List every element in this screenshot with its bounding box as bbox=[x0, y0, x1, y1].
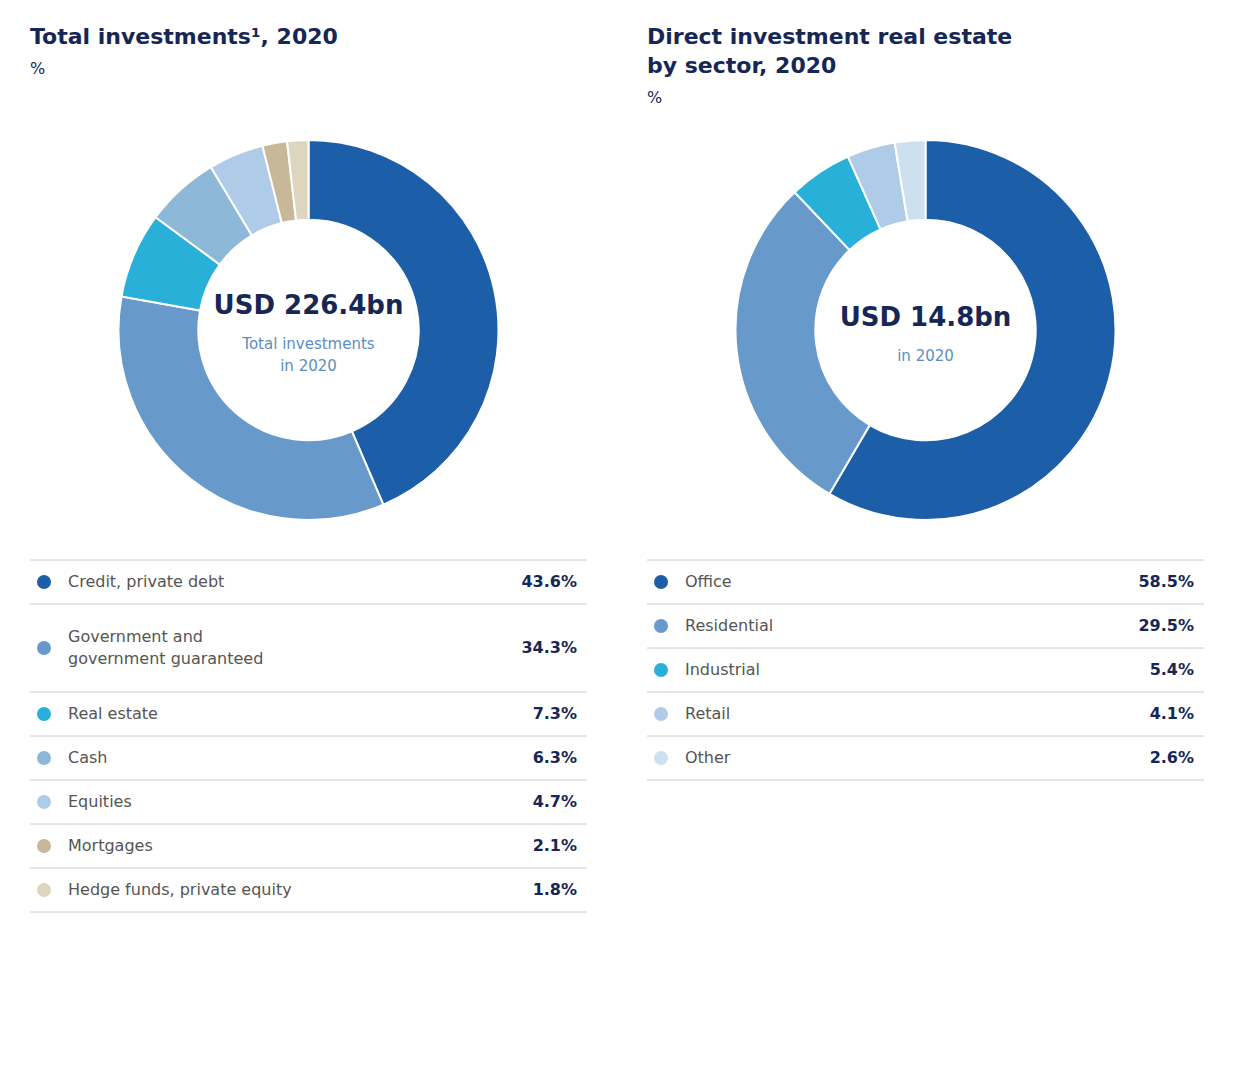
legend-swatch bbox=[654, 619, 668, 633]
legend-label: Residential bbox=[685, 616, 773, 635]
separator bbox=[647, 736, 1204, 737]
donut bbox=[118, 140, 498, 520]
legend-swatch bbox=[654, 663, 668, 677]
separator bbox=[30, 736, 587, 737]
legend-label: Credit, private debt bbox=[68, 572, 224, 591]
legend-value: 1.8% bbox=[533, 880, 577, 899]
legend-label: Cash bbox=[68, 748, 107, 767]
legend-swatch bbox=[654, 707, 668, 721]
legend-label: Office bbox=[685, 572, 732, 591]
legend-label: Government andgovernment guaranteed bbox=[68, 627, 263, 668]
legend-swatch bbox=[654, 751, 668, 765]
separator bbox=[647, 648, 1204, 649]
legend-swatch bbox=[37, 641, 51, 655]
chart-panel: Total investments¹, 2020% USD 226.4bn Tota… bbox=[30, 24, 587, 912]
separator bbox=[30, 868, 587, 869]
legend-label: Real estate bbox=[68, 704, 158, 723]
center-text: Total investments bbox=[241, 335, 375, 353]
legend-label: Mortgages bbox=[68, 836, 153, 855]
center-value: USD 14.8bn bbox=[840, 302, 1012, 332]
donut-slice bbox=[118, 296, 383, 520]
separator bbox=[30, 912, 587, 913]
separator bbox=[647, 604, 1204, 605]
legend-value: 29.5% bbox=[1138, 616, 1194, 635]
donut bbox=[735, 140, 1115, 520]
separator bbox=[30, 604, 587, 605]
donut-slice bbox=[287, 140, 308, 221]
legend-swatch bbox=[37, 575, 51, 589]
legend-swatch bbox=[37, 883, 51, 897]
legend-label: Other bbox=[685, 748, 731, 767]
legend-value: 58.5% bbox=[1138, 572, 1194, 591]
legend-value: 7.3% bbox=[533, 704, 577, 723]
subtitle: % bbox=[647, 88, 662, 107]
separator bbox=[647, 780, 1204, 781]
legend-value: 6.3% bbox=[533, 748, 577, 767]
center-text: in 2020 bbox=[280, 357, 337, 375]
chart-canvas: Total investments¹, 2020% USD 226.4bn Tota… bbox=[0, 0, 1234, 1075]
legend-value: 4.1% bbox=[1150, 704, 1194, 723]
legend: Credit, private debt 43.6% Government andg… bbox=[30, 560, 587, 912]
legend-value: 2.6% bbox=[1150, 748, 1194, 767]
legend-swatch bbox=[37, 707, 51, 721]
donut-slice bbox=[829, 140, 1115, 520]
separator bbox=[30, 824, 587, 825]
legend-swatch bbox=[37, 795, 51, 809]
legend-label: Retail bbox=[685, 704, 730, 723]
title: Total investments¹, 2020 bbox=[30, 24, 338, 49]
title: Direct investment real estateby sector, … bbox=[647, 24, 1012, 78]
legend-value: 4.7% bbox=[533, 792, 577, 811]
legend-value: 2.1% bbox=[533, 836, 577, 855]
separator bbox=[30, 692, 587, 693]
legend-label: Industrial bbox=[685, 660, 760, 679]
legend-swatch bbox=[37, 839, 51, 853]
legend-value: 34.3% bbox=[521, 638, 577, 657]
separator bbox=[30, 560, 587, 561]
separator bbox=[647, 560, 1204, 561]
chart-panel: Direct investment real estateby sector, … bbox=[647, 24, 1204, 780]
legend-value: 43.6% bbox=[521, 572, 577, 591]
legend-value: 5.4% bbox=[1150, 660, 1194, 679]
legend-swatch bbox=[654, 575, 668, 589]
separator bbox=[647, 692, 1204, 693]
donut-slice bbox=[895, 140, 926, 221]
separator bbox=[30, 780, 587, 781]
center-value: USD 226.4bn bbox=[214, 290, 404, 320]
center-text: in 2020 bbox=[897, 347, 954, 365]
legend-swatch bbox=[37, 751, 51, 765]
legend-label: Hedge funds, private equity bbox=[68, 880, 292, 899]
legend-label: Equities bbox=[68, 792, 132, 811]
subtitle: % bbox=[30, 59, 45, 78]
legend: Office 58.5% Residential 29.5% Industrial 5.4… bbox=[647, 560, 1204, 780]
